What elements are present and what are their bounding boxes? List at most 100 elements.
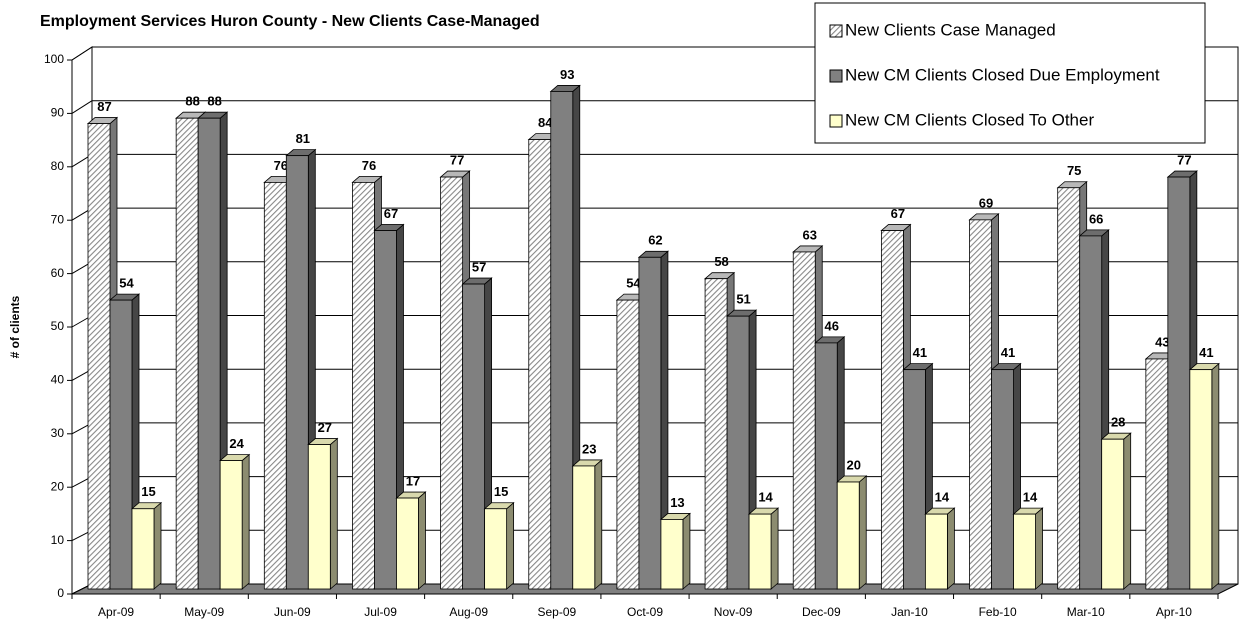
bar-front [175,117,199,590]
y-tick-label: 0 [57,586,64,600]
x-tick-label: Dec-09 [802,605,841,619]
x-tick-label: Sep-09 [537,605,576,619]
data-label: 41 [913,345,927,360]
grid-line [71,46,93,61]
x-tick-label: Apr-09 [98,605,134,619]
bar [549,84,581,590]
bar-side [770,507,779,590]
bar-front [1013,513,1036,590]
data-label: 62 [648,233,662,248]
x-tick-label: Nov-09 [714,605,753,619]
bar [219,453,251,590]
data-label: 87 [97,99,111,114]
bar-front [484,508,508,590]
bar-front [528,139,552,590]
bar [130,501,163,590]
data-label: 75 [1067,163,1081,178]
bar-side [153,501,162,590]
bar-front [550,91,574,590]
data-label: 46 [824,318,838,333]
legend-swatch [829,114,843,128]
bar [747,507,780,590]
bar-front [748,513,772,590]
bar-front [1057,187,1081,590]
legend-label: New Clients Case Managed [845,20,1056,39]
data-label: 77 [450,152,464,167]
bar-side [682,512,691,590]
x-tick-label: Oct-09 [627,605,663,619]
bar-front [924,513,948,590]
bar-front [836,481,860,590]
x-tick-label: Jan-10 [891,605,928,619]
data-label: 88 [185,94,199,109]
data-label: 15 [494,484,508,499]
data-label: 67 [891,206,905,221]
data-label: 41 [1199,345,1213,360]
bar-front [880,230,904,590]
bar [1012,507,1044,590]
data-label: 27 [318,420,332,435]
bar-side [241,453,250,590]
data-label: 14 [758,490,773,505]
bar [395,491,427,590]
data-label: 23 [582,441,596,456]
bar-front [440,176,464,590]
data-label: 15 [141,484,155,499]
legend-swatch [829,69,843,83]
data-label: 14 [1023,490,1038,505]
bar-front [263,181,287,590]
y-tick-label: 20 [51,479,65,493]
y-axis-label: # of clients [8,295,22,358]
bar-front [660,519,684,590]
data-label: 28 [1111,415,1125,430]
bar-front [285,155,309,590]
chart-title: Employment Services Huron County - New C… [40,13,540,30]
x-tick-label: Apr-10 [1156,605,1192,619]
data-label: 63 [802,227,816,242]
legend-label: New CM Clients Closed To Other [845,110,1094,129]
data-label: 14 [935,490,950,505]
y-tick-label: 50 [51,319,65,333]
bar-side [858,475,867,590]
data-label: 88 [207,94,221,109]
x-tick-label: Mar-10 [1067,605,1105,619]
bar-side [1035,507,1043,590]
data-label: 77 [1177,152,1191,167]
bar-front [87,123,111,590]
bar-front [396,497,419,590]
x-tick-label: Feb-10 [979,605,1017,619]
bar-front [1167,176,1191,590]
data-label: 76 [362,158,376,173]
bar-front [1101,438,1125,590]
y-tick-label: 80 [51,159,65,173]
y-tick-label: 70 [51,212,65,226]
y-tick-label: 40 [51,373,65,387]
bar [637,250,670,590]
bar-side [1123,432,1132,590]
bar-front [462,283,486,590]
bar-front [638,256,662,590]
bar [924,507,956,590]
data-label: 51 [736,292,750,307]
bar [1188,362,1220,590]
bar-front [1189,369,1213,590]
y-tick-label: 10 [51,533,65,547]
x-tick-label: Jun-09 [274,605,311,619]
y-tick-label: 90 [51,106,65,120]
data-label: 17 [406,473,420,488]
legend-swatch [829,24,843,38]
bar-front [616,299,640,590]
data-label: 58 [714,254,728,269]
bar-side [418,491,426,590]
data-label: 41 [1001,345,1015,360]
bar [197,111,229,590]
bar-front [1079,235,1103,590]
bar-front [792,251,816,590]
bar-front [572,465,596,590]
x-tick-label: Jul-09 [364,605,397,619]
bar-front [814,342,838,590]
bar [571,459,603,590]
data-label: 13 [670,495,684,510]
data-label: 81 [296,131,310,146]
